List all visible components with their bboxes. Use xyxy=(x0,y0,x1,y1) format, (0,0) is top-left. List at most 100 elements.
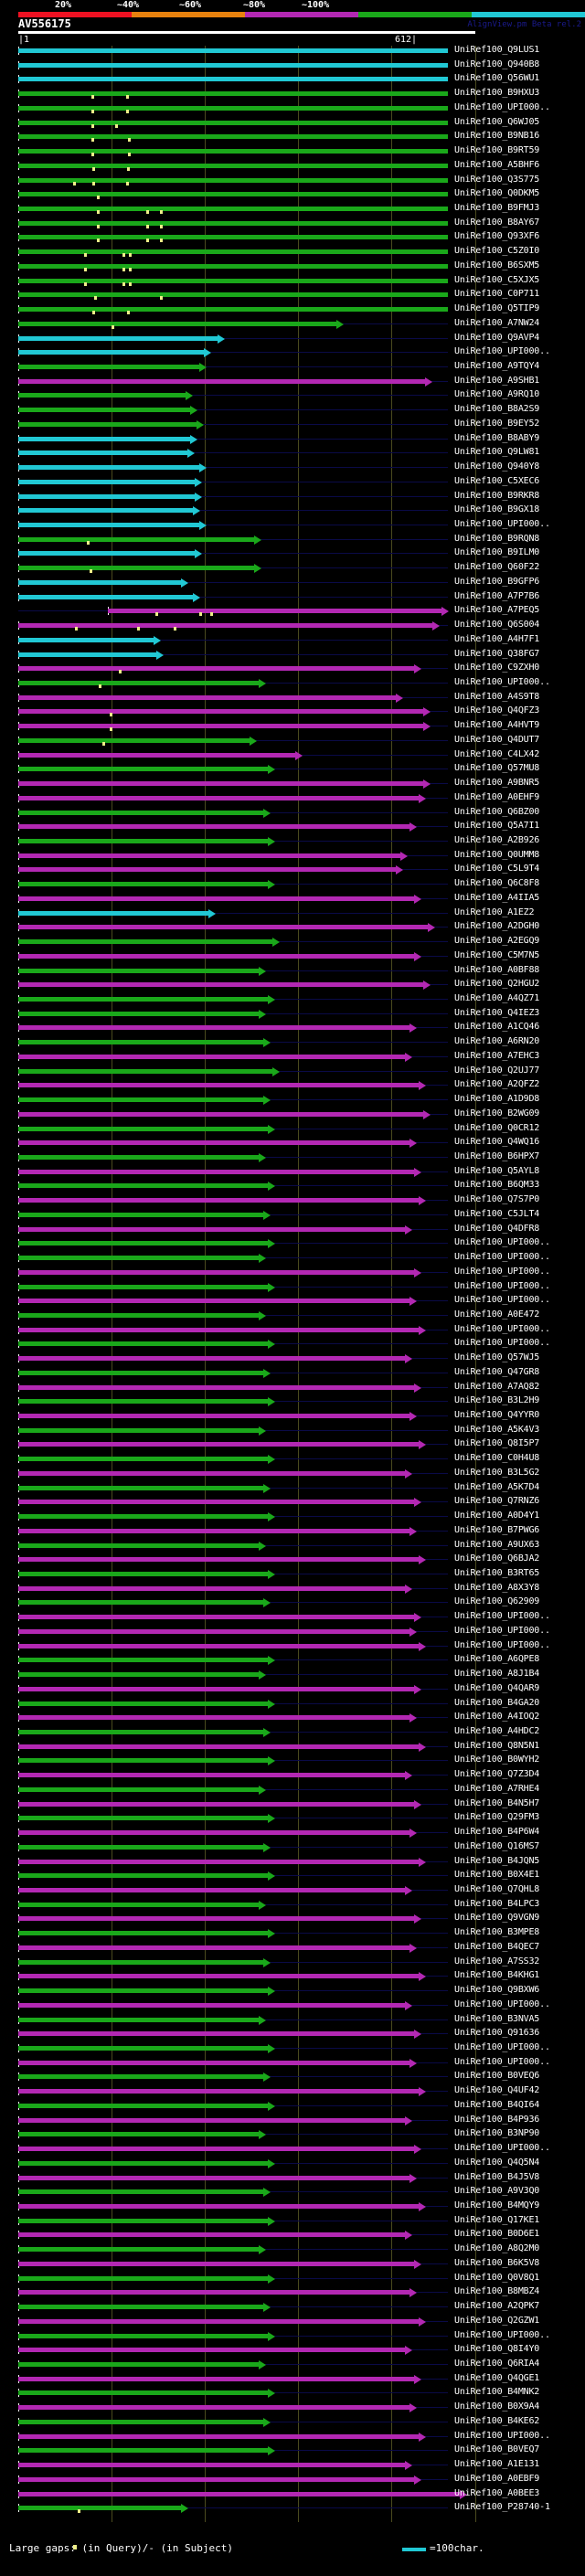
hsp-bar[interactable] xyxy=(18,1528,410,1533)
hsp-bar[interactable] xyxy=(18,1686,414,1691)
alignment-row[interactable]: UniRef100_B4P6W4 xyxy=(0,1827,585,1839)
subject-id-label[interactable]: UniRef100_B6K5V8 xyxy=(454,2257,540,2268)
hsp-bar[interactable] xyxy=(18,77,448,82)
alignment-row[interactable]: UniRef100_B9EY52 xyxy=(0,419,585,429)
alignment-row[interactable]: UniRef100_C5XJX5 xyxy=(0,275,585,286)
subject-id-label[interactable]: UniRef100_B8A2S9 xyxy=(454,404,540,415)
alignment-row[interactable]: UniRef100_B3L2H9 xyxy=(0,1395,585,1407)
hsp-bar[interactable] xyxy=(18,1068,272,1074)
hsp-bar[interactable] xyxy=(18,134,448,140)
subject-id-label[interactable]: UniRef100_A8J1B4 xyxy=(454,1669,540,1680)
alignment-row[interactable]: UniRef100_B9GX18 xyxy=(0,504,585,516)
alignment-row[interactable]: UniRef100_Q9VGN9 xyxy=(0,1913,585,1924)
alignment-row[interactable]: UniRef100_A8J1B4 xyxy=(0,1669,585,1680)
subject-id-label[interactable]: UniRef100_A7AQ82 xyxy=(454,1381,540,1392)
alignment-row[interactable]: UniRef100_B0VEQ7 xyxy=(0,2444,585,2456)
subject-id-label[interactable]: UniRef100_C5Z0I0 xyxy=(454,246,540,257)
subject-id-label[interactable]: UniRef100_A8X3Y8 xyxy=(454,1582,540,1593)
subject-id-label[interactable]: UniRef100_A4S9T8 xyxy=(454,691,540,702)
subject-id-label[interactable]: UniRef100_Q93XF6 xyxy=(454,231,540,242)
alignment-row[interactable]: UniRef100_A2QFZ2 xyxy=(0,1079,585,1091)
alignment-row[interactable]: UniRef100_Q8I5P7 xyxy=(0,1438,585,1450)
subject-id-label[interactable]: UniRef100_UPI000.. xyxy=(454,1625,550,1636)
subject-id-label[interactable]: UniRef100_B9FMJ3 xyxy=(454,202,540,213)
subject-id-label[interactable]: UniRef100_UPI000.. xyxy=(454,2329,550,2340)
hsp-bar[interactable] xyxy=(18,508,193,514)
subject-id-label[interactable]: UniRef100_Q2UJ77 xyxy=(454,1065,540,1076)
hsp-bar[interactable] xyxy=(18,1198,419,1203)
alignment-row[interactable]: UniRef100_B9NB16 xyxy=(0,131,585,143)
hsp-bar[interactable] xyxy=(18,637,154,642)
hsp-bar[interactable] xyxy=(18,1988,268,1994)
hsp-bar[interactable] xyxy=(18,321,336,326)
alignment-row[interactable]: UniRef100_UPI000.. xyxy=(0,1267,585,1277)
alignment-row[interactable]: UniRef100_B4MNK2 xyxy=(0,2387,585,2399)
alignment-row[interactable]: UniRef100_Q3S775 xyxy=(0,175,585,186)
subject-id-label[interactable]: UniRef100_B6SXM5 xyxy=(454,260,540,270)
hsp-bar[interactable] xyxy=(18,307,448,313)
alignment-row[interactable]: UniRef100_Q6BJA2 xyxy=(0,1553,585,1565)
hsp-bar[interactable] xyxy=(18,1370,263,1375)
alignment-row[interactable]: UniRef100_A5BHF6 xyxy=(0,160,585,171)
subject-id-label[interactable]: UniRef100_A8Q2M0 xyxy=(454,2243,540,2254)
subject-id-label[interactable]: UniRef100_A0BF88 xyxy=(454,964,540,975)
hsp-bar[interactable] xyxy=(18,1040,263,1045)
alignment-row[interactable]: UniRef100_B4LPC3 xyxy=(0,1899,585,1910)
subject-id-label[interactable]: UniRef100_A6QPE8 xyxy=(454,1654,540,1665)
hsp-bar[interactable] xyxy=(18,1226,405,1232)
alignment-row[interactable]: UniRef100_Q9LW81 xyxy=(0,447,585,459)
alignment-row[interactable]: UniRef100_B2WG09 xyxy=(0,1108,585,1119)
hsp-bar[interactable] xyxy=(18,2405,410,2411)
alignment-row[interactable]: UniRef100_B3NVA5 xyxy=(0,2014,585,2025)
alignment-row[interactable]: UniRef100_Q5TIP9 xyxy=(0,303,585,315)
alignment-row[interactable]: UniRef100_Q4UF42 xyxy=(0,2085,585,2097)
alignment-row[interactable]: UniRef100_Q6WJ05 xyxy=(0,117,585,128)
alignment-row[interactable]: UniRef100_A7RHE4 xyxy=(0,1784,585,1795)
subject-id-label[interactable]: UniRef100_Q7RNZ6 xyxy=(454,1496,540,1507)
hsp-bar[interactable] xyxy=(18,1643,419,1648)
subject-id-label[interactable]: UniRef100_Q16MS7 xyxy=(454,1840,540,1851)
alignment-row[interactable]: UniRef100_Q60F22 xyxy=(0,562,585,574)
hsp-bar[interactable] xyxy=(18,767,268,772)
subject-id-label[interactable]: UniRef100_UPI000.. xyxy=(454,1323,550,1334)
subject-id-label[interactable]: UniRef100_A9SHB1 xyxy=(454,375,540,386)
subject-id-label[interactable]: UniRef100_A6RN20 xyxy=(454,1036,540,1047)
subject-id-label[interactable]: UniRef100_Q7QHL8 xyxy=(454,1884,540,1895)
alignment-row[interactable]: UniRef100_Q4YYR0 xyxy=(0,1410,585,1422)
alignment-row[interactable]: UniRef100_Q38FG7 xyxy=(0,649,585,660)
alignment-row[interactable]: UniRef100_A0BEE3 xyxy=(0,2488,585,2499)
hsp-bar[interactable] xyxy=(18,263,448,269)
alignment-row[interactable]: UniRef100_B0X4E1 xyxy=(0,1870,585,1882)
hsp-bar[interactable] xyxy=(18,566,254,571)
alignment-row[interactable]: UniRef100_UPI000.. xyxy=(0,1237,585,1249)
hsp-bar[interactable] xyxy=(18,1615,414,1620)
hsp-bar[interactable] xyxy=(18,953,414,959)
hsp-bar[interactable] xyxy=(108,609,441,614)
alignment-row[interactable]: UniRef100_UPI000.. xyxy=(0,346,585,358)
alignment-row[interactable]: UniRef100_B3MPE8 xyxy=(0,1927,585,1939)
subject-id-label[interactable]: UniRef100_UPI000.. xyxy=(454,676,550,687)
subject-id-label[interactable]: UniRef100_Q9LUS1 xyxy=(454,45,540,55)
alignment-row[interactable]: UniRef100_B4QEC7 xyxy=(0,1942,585,1953)
subject-id-label[interactable]: UniRef100_B0X9A4 xyxy=(454,2401,540,2412)
alignment-row[interactable]: UniRef100_UPI000.. xyxy=(0,1625,585,1637)
alignment-row[interactable]: UniRef100_A8X3Y8 xyxy=(0,1582,585,1594)
alignment-row[interactable]: UniRef100_B0X9A4 xyxy=(0,2401,585,2413)
hsp-bar[interactable] xyxy=(18,163,448,168)
subject-id-label[interactable]: UniRef100_B9ILM0 xyxy=(454,547,540,558)
subject-id-label[interactable]: UniRef100_C5XEC6 xyxy=(454,475,540,486)
hsp-bar[interactable] xyxy=(18,939,272,945)
subject-id-label[interactable]: UniRef100_A9RQ10 xyxy=(454,389,540,400)
subject-id-label[interactable]: UniRef100_B8MBZ4 xyxy=(454,2286,540,2297)
alignment-row[interactable]: UniRef100_A5K4V3 xyxy=(0,1425,585,1436)
alignment-row[interactable]: UniRef100_B4J5V8 xyxy=(0,2172,585,2183)
hsp-bar[interactable] xyxy=(18,709,423,715)
alignment-row[interactable]: UniRef100_Q4IEZ3 xyxy=(0,1008,585,1019)
subject-id-label[interactable]: UniRef100_Q62909 xyxy=(454,1596,540,1607)
hsp-bar[interactable] xyxy=(18,1140,410,1146)
hsp-bar[interactable] xyxy=(18,149,448,154)
alignment-row[interactable]: UniRef100_B6SXM5 xyxy=(0,260,585,271)
alignment-row[interactable]: UniRef100_A7EHC3 xyxy=(0,1051,585,1062)
alignment-row[interactable]: UniRef100_A9V3Q0 xyxy=(0,2186,585,2198)
alignment-row[interactable]: UniRef100_A4HVT9 xyxy=(0,720,585,732)
